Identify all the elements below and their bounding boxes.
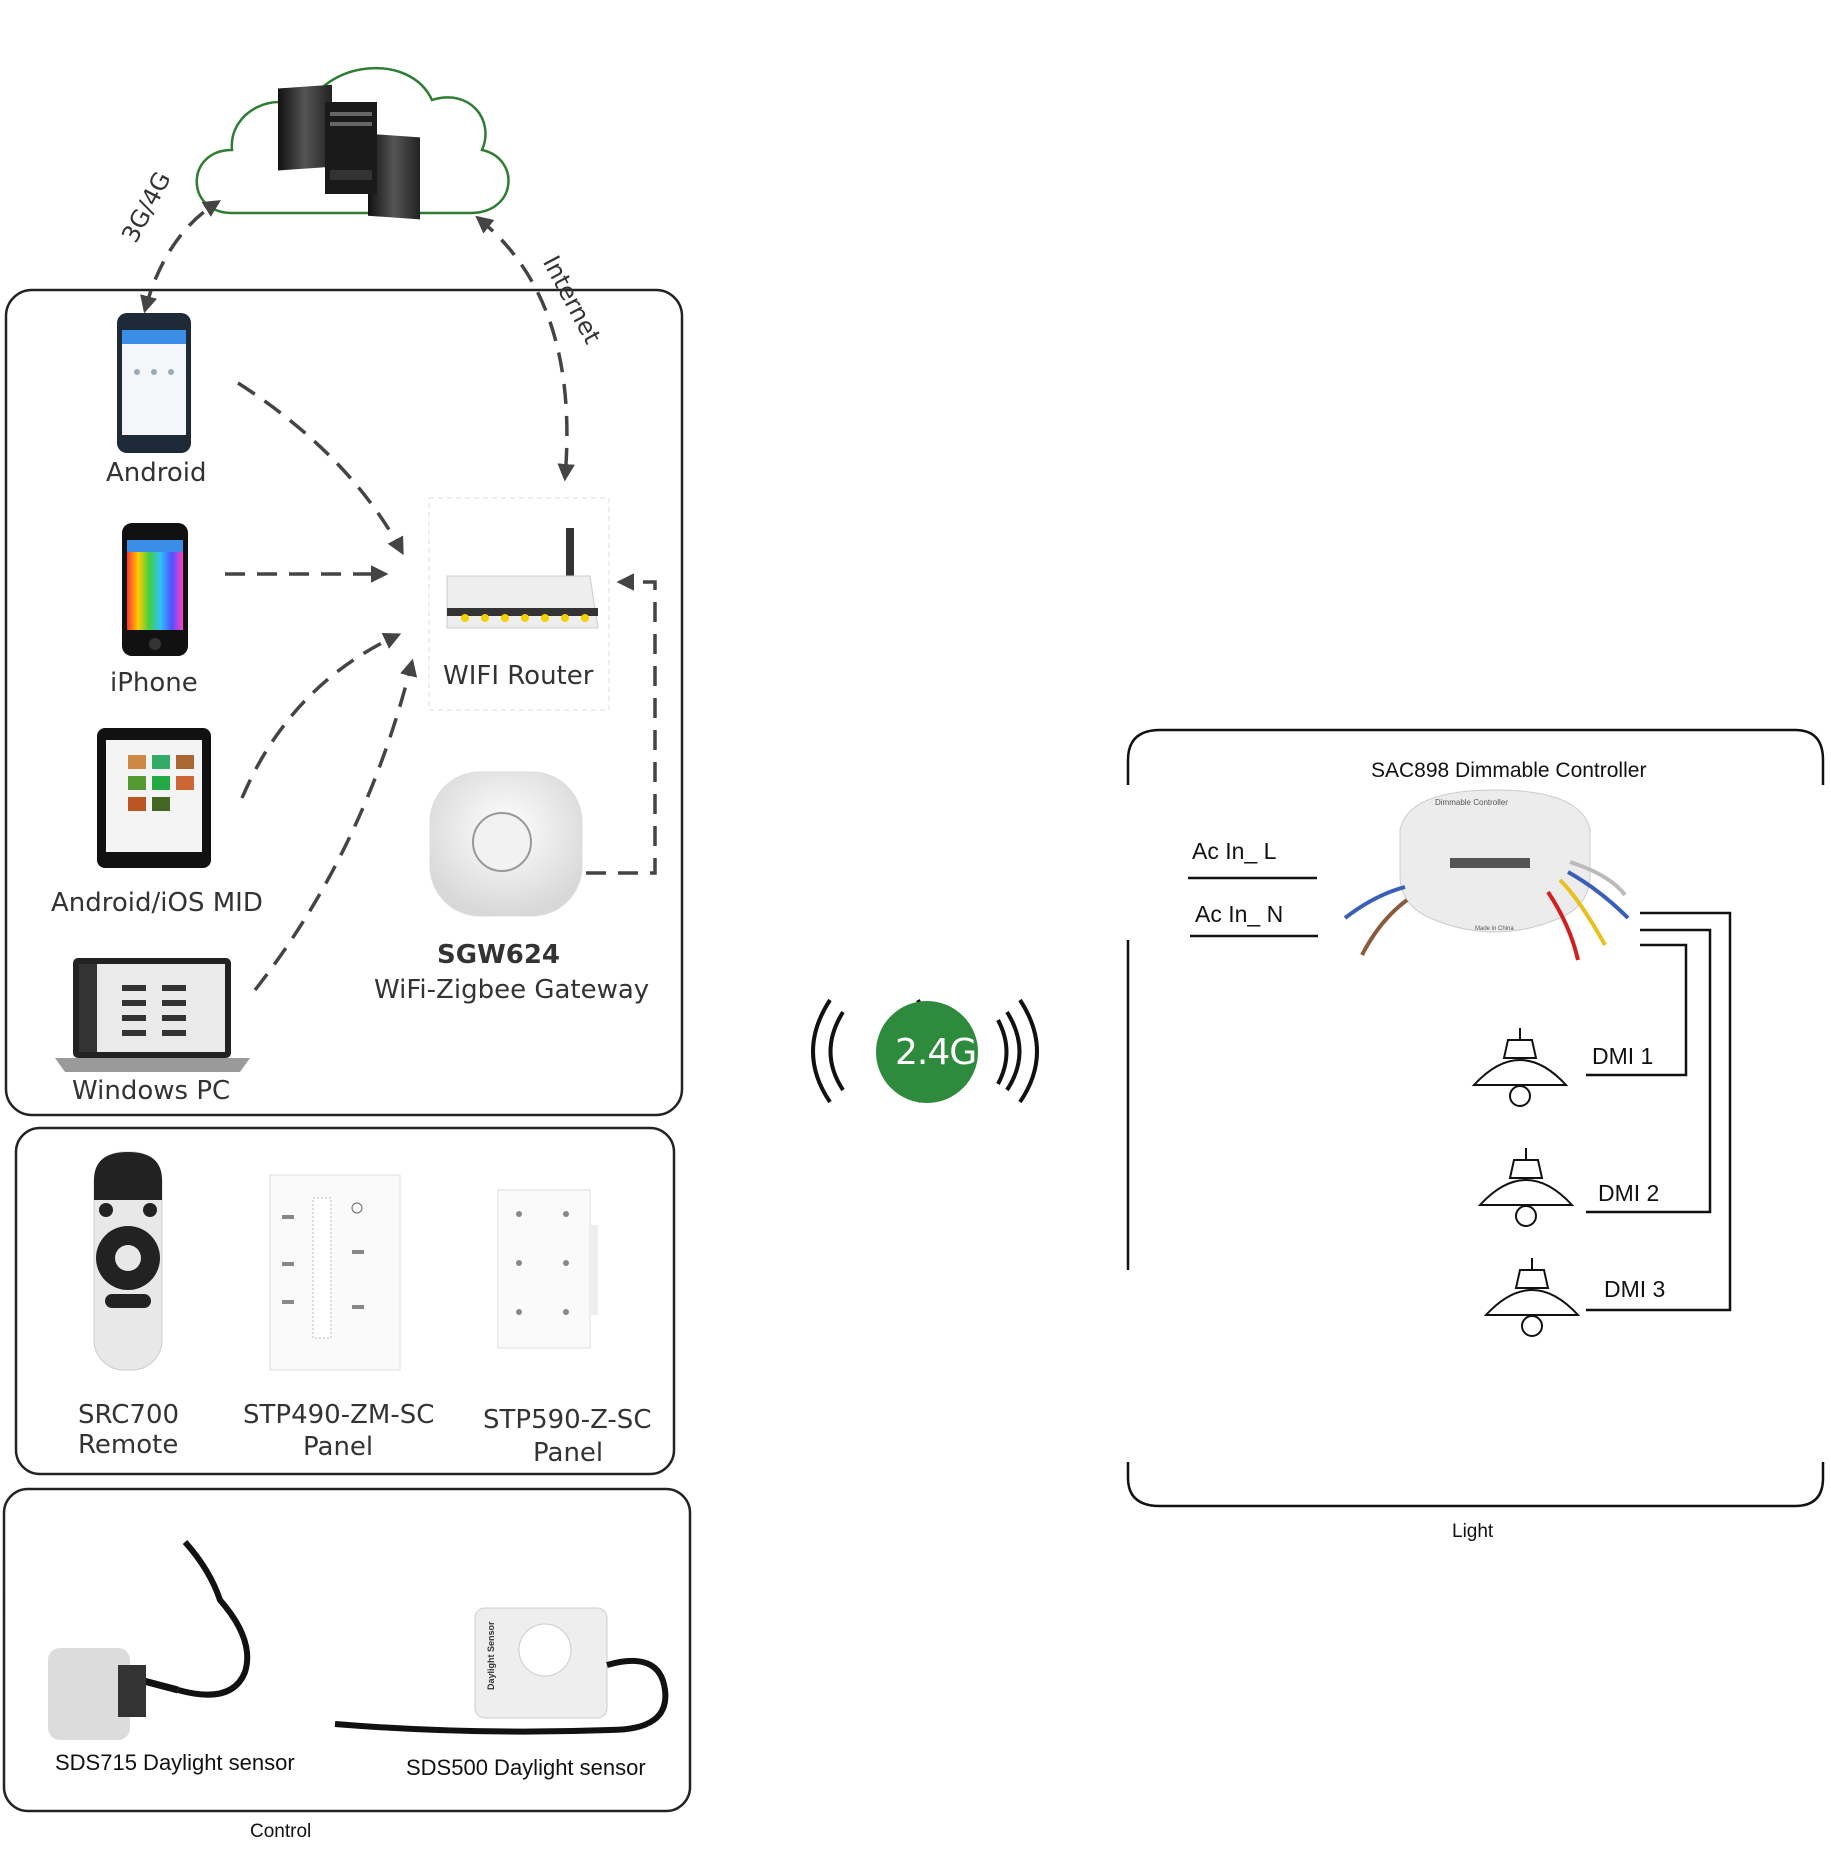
- iphone-icon: [122, 523, 188, 656]
- sds500-body-text: Daylight Sensor: [486, 1621, 496, 1690]
- arrow-cloud-router: [475, 215, 575, 482]
- panel2-label-line2: Panel: [533, 1438, 604, 1468]
- pc-label: Windows PC: [72, 1076, 231, 1106]
- controller-label: Dimmable Controller: [1435, 798, 1508, 807]
- dmi-1-label: DMI 1: [1592, 1043, 1654, 1069]
- arrow-mid-router: [240, 632, 402, 799]
- sds715-sensor-icon: [48, 1540, 251, 1740]
- gateway-name-label: WiFi-Zigbee Gateway: [374, 975, 650, 1005]
- lamp-icon: [1471, 1028, 1569, 1107]
- remote-label-line1: SRC700: [78, 1400, 180, 1430]
- arrow-pc-router: [253, 658, 418, 992]
- android-label: Android: [106, 458, 207, 488]
- panel-stp590-icon: [497, 1189, 598, 1349]
- controller-made: Made in China: [1475, 926, 1514, 932]
- wireless-badge: [876, 1001, 978, 1103]
- light-caption: Light: [1452, 1521, 1494, 1542]
- ac-in-l-label: Ac In_ L: [1192, 838, 1277, 864]
- gateway-model-label: SGW624: [437, 940, 561, 970]
- dimmable-controller-icon: Dimmable Controller Made in China: [1399, 789, 1591, 933]
- sds500-sensor-icon: Daylight Sensor: [334, 1607, 669, 1735]
- mid-label: Android/iOS MID: [51, 888, 263, 918]
- router-label: WIFI Router: [443, 661, 594, 691]
- arrow-gateway-router: [586, 573, 657, 875]
- controller-wires: [1343, 860, 1630, 961]
- server-cluster-icon: [278, 84, 420, 220]
- connection-arrows: [140, 200, 657, 992]
- panel-stp490-icon: [269, 1174, 401, 1371]
- sensors-box: [2, 1487, 692, 1813]
- sensor2-label: SDS500 Daylight sensor: [406, 1755, 646, 1780]
- lamp-icon: [1477, 1148, 1575, 1227]
- arrow-android-router: [237, 381, 404, 556]
- wifi-router-icon: [428, 497, 610, 711]
- iphone-label: iPhone: [110, 668, 198, 698]
- android-phone-icon: [117, 313, 191, 453]
- devices-box: [4, 288, 684, 1117]
- wiring-lines: [1188, 876, 1732, 1312]
- light-panel-title: SAC898 Dimmable Controller: [1371, 759, 1647, 782]
- remote-control-icon: [93, 1151, 163, 1371]
- panel1-label-line2: Panel: [303, 1432, 374, 1462]
- ac-in-n-label: Ac In_ N: [1195, 901, 1284, 927]
- remote-label-line2: Remote: [78, 1430, 179, 1460]
- sensor1-label: SDS715 Daylight sensor: [55, 1750, 295, 1775]
- arrow-mobile-cloud: [140, 200, 221, 314]
- panel2-label-line1: STP590-Z-SC: [483, 1405, 652, 1435]
- control-caption: Control: [250, 1821, 312, 1842]
- tablet-icon: [97, 728, 211, 868]
- laptop-icon: [55, 958, 250, 1072]
- lamp-icon: [1483, 1258, 1581, 1337]
- gateway-icon: [429, 771, 583, 917]
- remotes-box: [14, 1126, 676, 1476]
- light-box: [1126, 728, 1825, 1508]
- panel1-label-line1: STP490-ZM-SC: [243, 1400, 435, 1430]
- wireless-badge-label: 2.4G: [895, 1032, 977, 1073]
- dmi-3-label: DMI 3: [1604, 1276, 1666, 1302]
- dmi-2-label: DMI 2: [1598, 1180, 1660, 1206]
